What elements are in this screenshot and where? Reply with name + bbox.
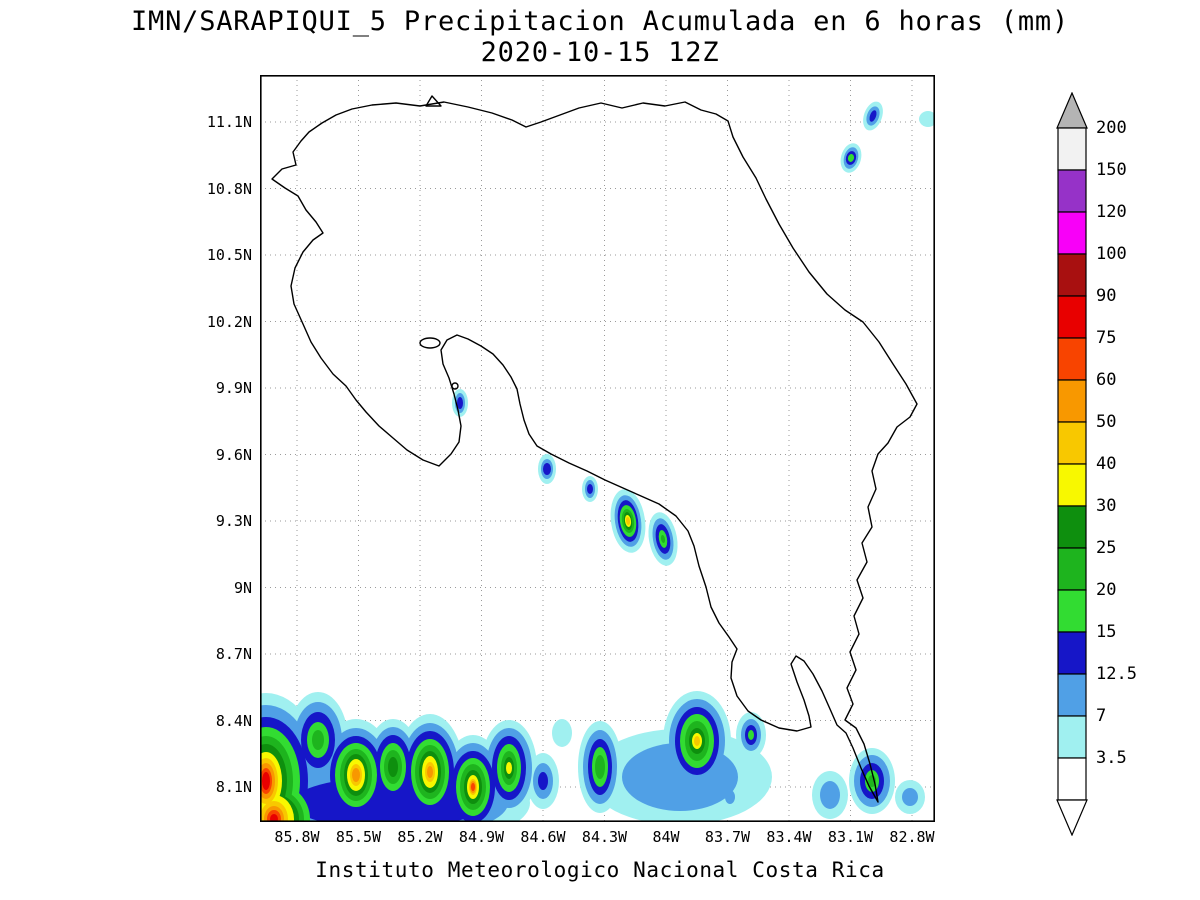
colorbar-segment [1057, 505, 1087, 549]
y-tick-label: 10.8N [206, 179, 252, 198]
precip-contour-12.5mm [538, 772, 548, 790]
y-tick-label: 9.6N [215, 445, 252, 464]
colorbar-label: 30 [1096, 496, 1117, 516]
precip-contour-20mm [660, 535, 666, 543]
colorbar-label: 120 [1096, 202, 1127, 222]
costa-rica-coastline [271, 101, 918, 803]
colorbar-segment [1057, 421, 1087, 465]
colorbar-label: 12.5 [1096, 664, 1137, 684]
colorbar-label: 3.5 [1096, 748, 1127, 768]
precip-contour-15mm [847, 154, 855, 162]
precip-contour-12.5mm [869, 110, 877, 122]
x-tick-label: 83.7W [704, 828, 751, 846]
y-tick-label: 8.4N [215, 711, 252, 730]
precip-contour-25mm [388, 757, 398, 777]
colorbar-label: 25 [1096, 538, 1117, 558]
precip-contour-20mm [595, 755, 605, 779]
precipitation-contours [260, 101, 935, 822]
grid-lines [260, 75, 935, 822]
precip-contour-15mm [748, 730, 754, 740]
x-tick-label: 84.3W [581, 828, 628, 846]
coastline-group [271, 95, 918, 803]
x-tick-label: 84.9W [458, 828, 505, 846]
colorbar-arrow-bottom [1056, 799, 1088, 836]
colorbar [1056, 92, 1088, 836]
x-tick-label: 84W [652, 828, 680, 846]
colorbar-segment [1057, 127, 1087, 171]
colorbar-label: 150 [1096, 160, 1127, 180]
colorbar-label: 40 [1096, 454, 1117, 474]
map-plot [260, 75, 935, 822]
colorbar-arrow-top [1056, 92, 1088, 129]
colorbar-label: 15 [1096, 622, 1117, 642]
y-tick-label: 8.7N [215, 645, 252, 663]
colorbar-segment [1057, 463, 1087, 507]
colorbar-segment [1057, 715, 1087, 759]
precip-contour-3.5mm [552, 719, 572, 747]
y-tick-label: 10.5N [206, 246, 252, 264]
precip-contour-75mm [270, 814, 278, 822]
y-tick-label: 9.3N [215, 512, 252, 530]
colorbar-segment [1057, 379, 1087, 423]
colorbar-segment [1057, 673, 1087, 717]
colorbar-label: 60 [1096, 370, 1117, 390]
precip-contour-75mm [262, 772, 270, 790]
colorbar-label: 20 [1096, 580, 1117, 600]
small-island-outline [451, 382, 459, 390]
precip-contour-50mm [427, 766, 433, 778]
precip-contour-20mm [312, 730, 324, 750]
precip-contour-7mm [725, 790, 735, 804]
colorbar-label: 7 [1096, 706, 1107, 726]
x-tick-label: 83.4W [766, 828, 812, 846]
colorbar-label: 50 [1096, 412, 1117, 432]
y-tick-label: 11.1N [206, 113, 252, 131]
x-tick-label: 83.1W [827, 828, 874, 846]
gulf-island-outline [419, 337, 441, 349]
y-tick-label: 10.2N [206, 312, 252, 331]
precip-contour-12.5mm [457, 397, 463, 409]
footer-caption: Instituto Meteorologico Nacional Costa R… [315, 858, 885, 882]
colorbar-segment [1057, 757, 1087, 801]
colorbar-segment [1057, 547, 1087, 591]
y-tick-label: 9.9N [215, 379, 252, 397]
precip-contour-7mm [820, 781, 840, 809]
chart-title: IMN/SARAPIQUI_5 Precipitacion Acumulada … [130, 6, 1070, 37]
x-tick-label: 85.2W [397, 828, 443, 846]
precip-contour-12.5mm [587, 484, 593, 494]
colorbar-label: 200 [1096, 118, 1127, 138]
x-tick-label: 85.8W [274, 828, 320, 846]
precip-contour-50mm [352, 768, 360, 782]
colorbar-segment [1057, 295, 1087, 339]
colorbar-segment [1057, 169, 1087, 213]
precip-contour-60mm [471, 783, 475, 791]
colorbar-segment [1057, 211, 1087, 255]
precip-contour-40mm [625, 517, 631, 525]
chart-valid-time: 2020-10-15 12Z [480, 37, 720, 68]
precip-contour-30mm [506, 762, 512, 774]
plot-border [260, 75, 935, 822]
lake-island-outline [425, 95, 442, 107]
y-tick-label: 8.1N [215, 778, 252, 796]
precip-contour-12.5mm [543, 463, 551, 475]
colorbar-segment [1057, 631, 1087, 675]
colorbar-label: 90 [1096, 286, 1117, 306]
colorbar-segment [1057, 253, 1087, 297]
colorbar-label: 100 [1096, 244, 1127, 264]
x-tick-label: 85.5W [335, 828, 382, 846]
x-tick-label: 84.6W [520, 828, 566, 846]
colorbar-segment [1057, 589, 1087, 633]
y-tick-label: 9N [233, 578, 252, 597]
x-tick-label: 82.8W [889, 828, 935, 846]
colorbar-label: 75 [1096, 328, 1117, 348]
colorbar-segment [1057, 337, 1087, 381]
precip-contour-7mm [902, 788, 918, 806]
precip-contour-3.5mm [919, 111, 935, 127]
precip-contour-40mm [694, 736, 700, 746]
